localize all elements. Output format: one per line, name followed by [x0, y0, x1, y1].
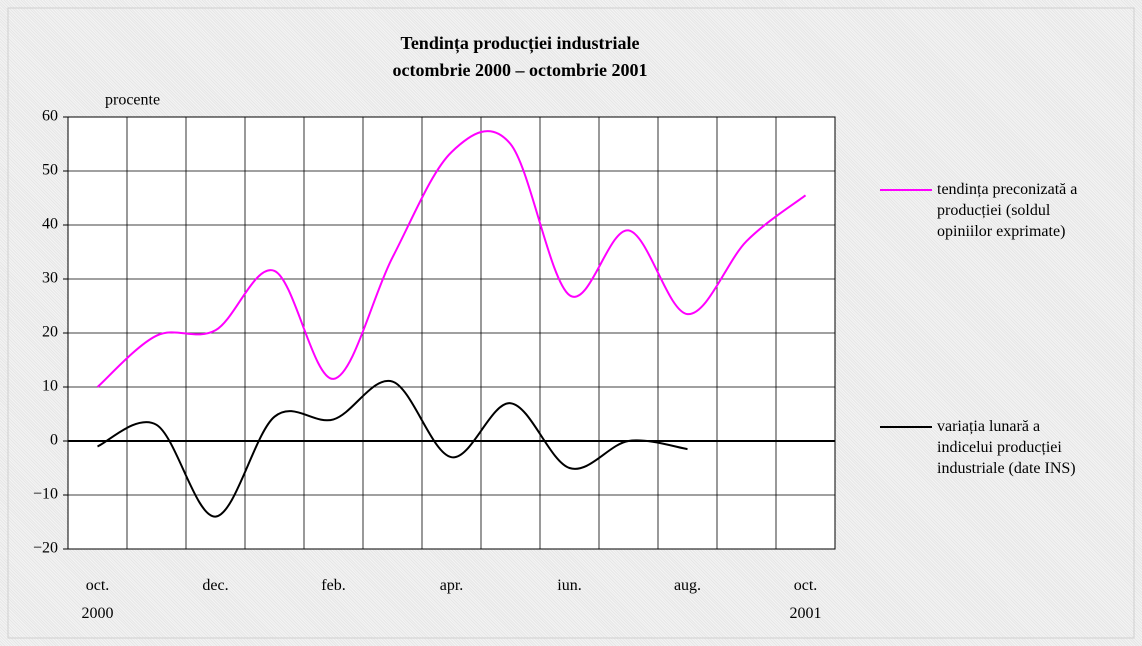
y-tick-label: 20 — [42, 324, 58, 341]
x-tick-label: oct. 2001 — [789, 577, 822, 622]
series-line — [96, 130, 807, 388]
x-tick-label: apr. — [439, 577, 464, 594]
y-tick-label: 0 — [50, 432, 58, 449]
legend-label: tendința preconizată a producției (soldu… — [937, 181, 1078, 240]
x-tick-label: feb. — [321, 577, 346, 594]
legend-label: variația lunară a indicelui producției i… — [937, 418, 1076, 477]
y-tick-label: 50 — [42, 162, 58, 179]
y-tick-label: −20 — [33, 540, 58, 557]
x-tick-label: oct. 2000 — [81, 577, 114, 622]
x-tick-label: aug. — [673, 577, 702, 594]
y-tick-label: −10 — [33, 486, 58, 503]
y-tick-label: 60 — [42, 108, 58, 125]
y-tick-label: 40 — [42, 216, 58, 233]
x-tick-label: dec. — [202, 577, 229, 594]
x-tick-label: iun. — [557, 577, 582, 594]
y-tick-label: 10 — [42, 378, 58, 395]
chart-title: Tendința producției industriale — [400, 33, 639, 54]
chart-subtitle: octombrie 2000 – octombrie 2001 — [393, 60, 648, 80]
y-tick-label: 30 — [42, 270, 58, 287]
frame — [7, 7, 1135, 639]
y-axis-label: procente — [105, 92, 160, 109]
series-line — [97, 379, 688, 518]
